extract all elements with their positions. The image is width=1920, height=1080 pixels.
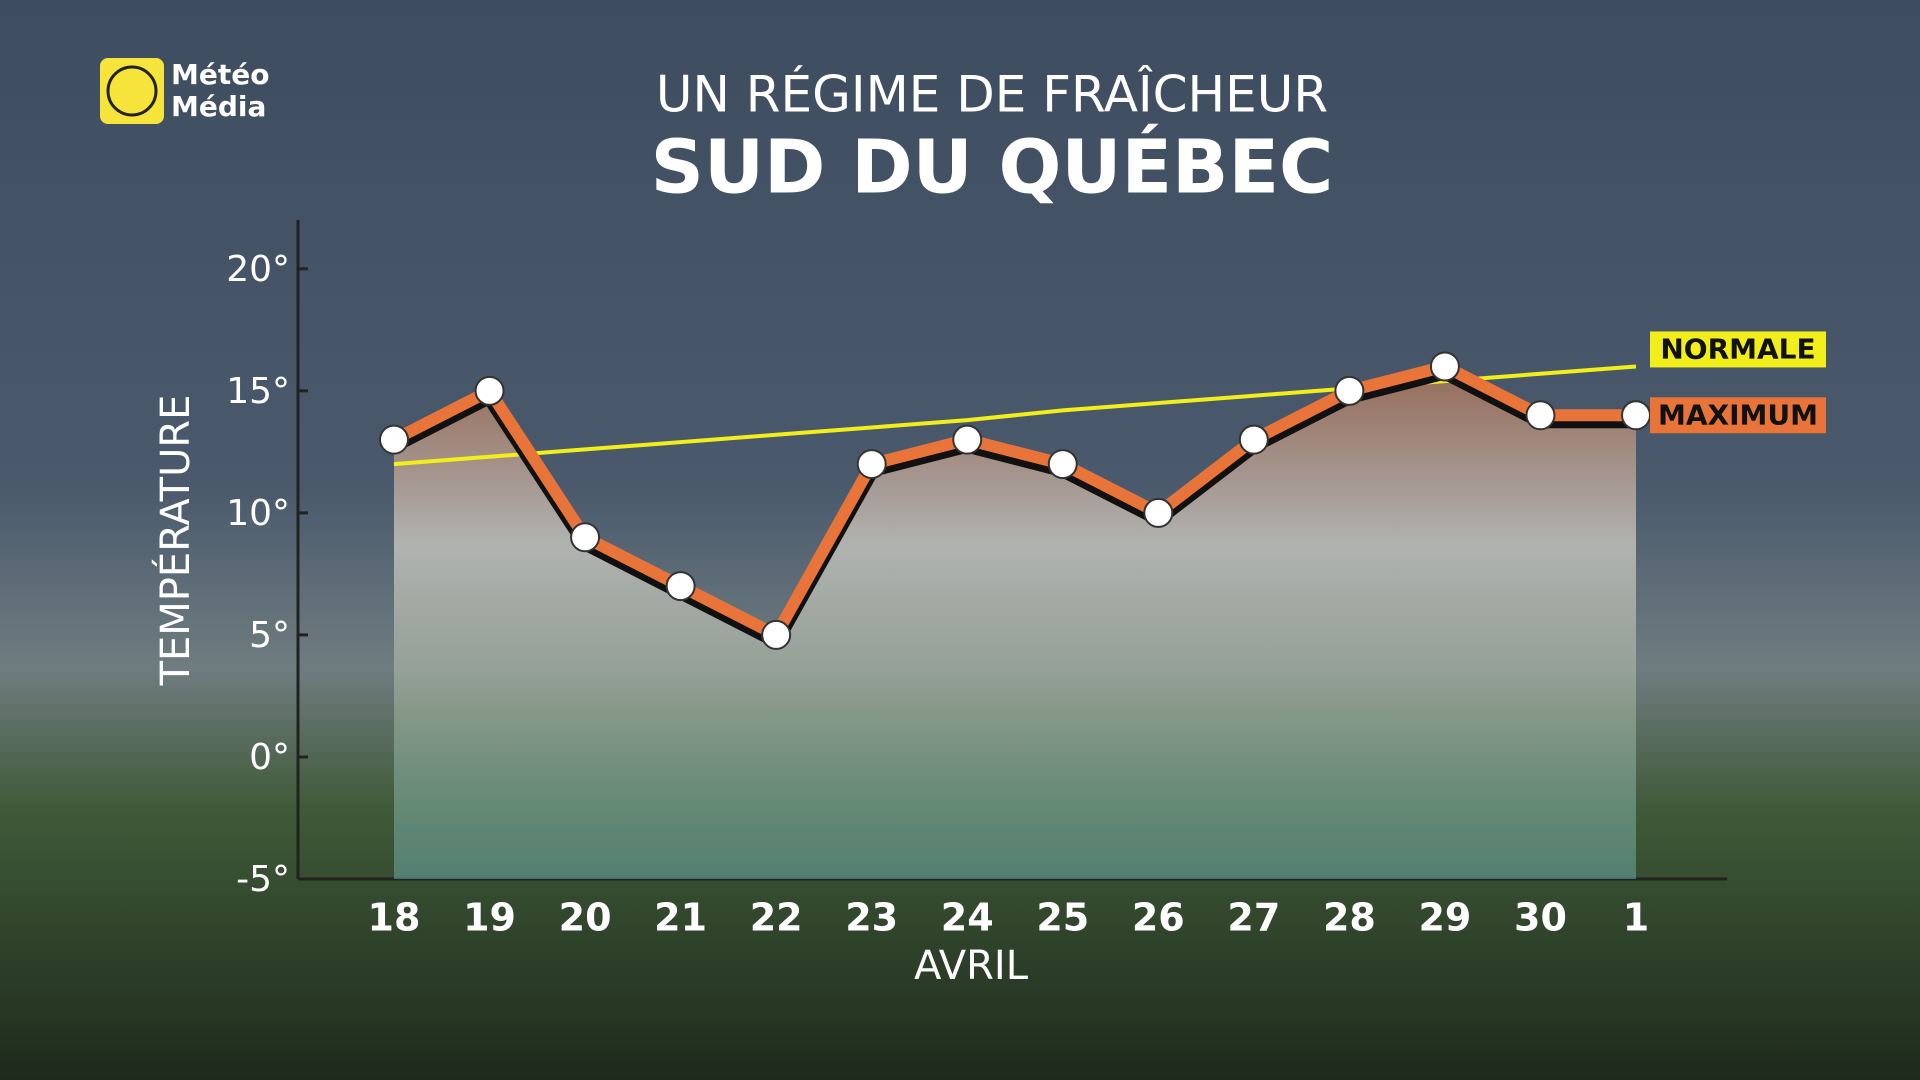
x-tick-label: 21	[654, 896, 707, 940]
logo-text: Média	[171, 90, 266, 123]
legend-box	[1650, 397, 1826, 434]
marker	[1525, 400, 1556, 431]
x-tick-label: 23	[845, 896, 898, 940]
marker	[570, 522, 601, 553]
line	[391, 360, 1636, 641]
logo-text: Météo	[171, 58, 269, 91]
y-axis-label: TEMPÉRATURE	[151, 395, 199, 687]
marker	[1143, 497, 1174, 528]
logo: Météo Média	[100, 58, 269, 124]
x-tick-label: 27	[1227, 896, 1280, 940]
legend-item: MAXIMUM	[1650, 397, 1826, 434]
marker	[1334, 375, 1365, 406]
area	[394, 366, 1636, 879]
x-tick-label: 25	[1036, 896, 1089, 940]
x-axis-label: AVRIL	[914, 943, 1029, 989]
marker	[856, 449, 887, 480]
marker	[379, 424, 409, 455]
x-tick-label: 19	[463, 896, 516, 940]
x-tick-label: 18	[368, 896, 421, 940]
x-tick-label: 30	[1514, 896, 1567, 940]
y-tick-label: 5°	[249, 615, 290, 656]
x-tick-label: 24	[941, 896, 994, 940]
x-tick-label: 1	[1623, 896, 1649, 940]
chart-subtitle: SUD DU QUÉBEC	[651, 123, 1334, 211]
chart-title: UN RÉGIME DE FRAÎCHEUR	[656, 65, 1328, 124]
y-tick-label: -5°	[236, 859, 290, 900]
y-tick-label: 10°	[226, 493, 290, 534]
marker	[1621, 400, 1651, 431]
marker	[474, 375, 505, 406]
marker	[1238, 424, 1269, 455]
marker	[952, 424, 983, 455]
x-tick-label: 20	[559, 896, 612, 940]
logo-globe	[106, 65, 158, 117]
y-tick-label: 15°	[226, 371, 290, 412]
x-tick-label: 29	[1418, 896, 1471, 940]
x-tick-label: 26	[1132, 896, 1185, 940]
marker	[761, 619, 792, 650]
x-tick-label: 22	[750, 896, 803, 940]
marker	[1047, 449, 1078, 480]
legend-label: NORMALE	[1660, 332, 1815, 365]
marker	[1429, 351, 1460, 382]
y-tick-label: 0°	[249, 737, 290, 778]
marker	[665, 571, 696, 602]
x-tick-label: 28	[1323, 896, 1376, 940]
legend-label: MAXIMUM	[1658, 398, 1818, 431]
legend-item: NORMALE	[1650, 331, 1826, 368]
legend-box	[1650, 331, 1826, 368]
y-tick-label: 20°	[226, 249, 290, 290]
